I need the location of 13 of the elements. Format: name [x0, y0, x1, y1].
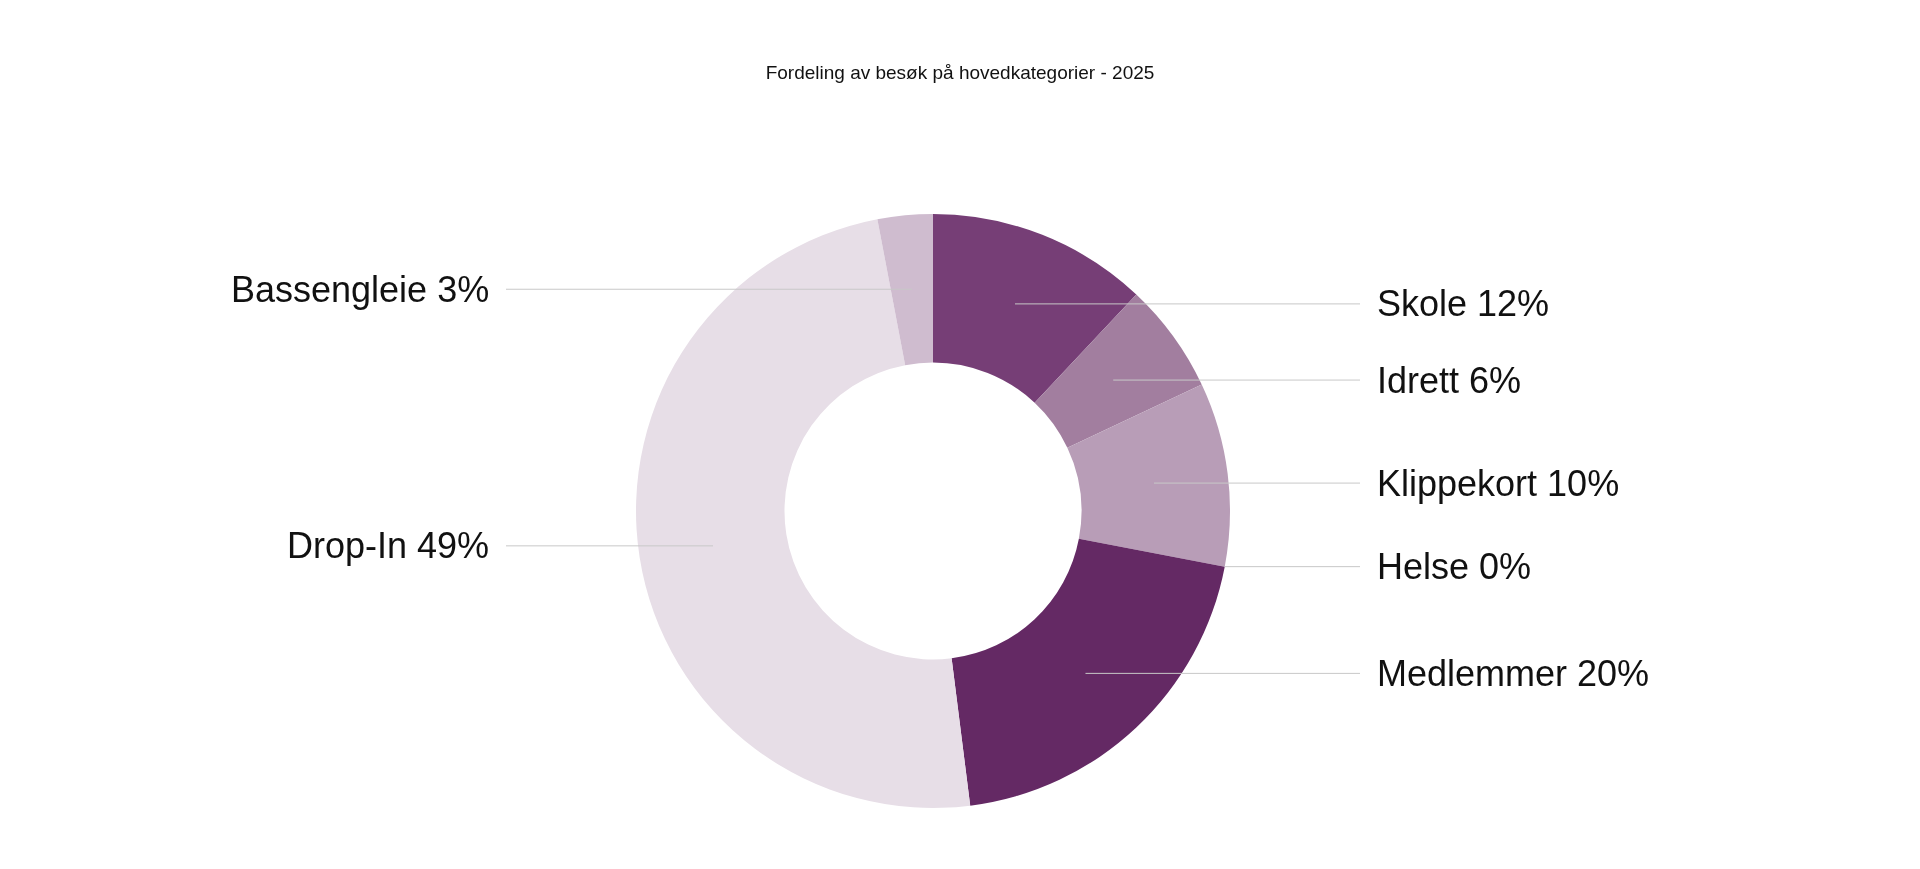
slice-label: Skole 12% — [1377, 283, 1550, 324]
slice-label: Idrett 6% — [1377, 360, 1522, 401]
slice-label: Klippekort 10% — [1377, 463, 1620, 504]
slice-label: Drop-In 49% — [287, 525, 490, 566]
donut-slice — [636, 219, 971, 808]
legend-label: Helse 0% — [1377, 546, 1532, 587]
donut-slice — [1034, 294, 1202, 448]
donut-slice — [933, 214, 1137, 403]
donut-slice — [951, 538, 1225, 806]
donut-slice — [1067, 384, 1230, 567]
slice-label: Bassengleie 3% — [231, 269, 490, 310]
slice-label: Medlemmer 20% — [1377, 653, 1650, 694]
chart-title: Fordeling av besøk på hovedkategorier - 2025 — [765, 61, 1155, 83]
